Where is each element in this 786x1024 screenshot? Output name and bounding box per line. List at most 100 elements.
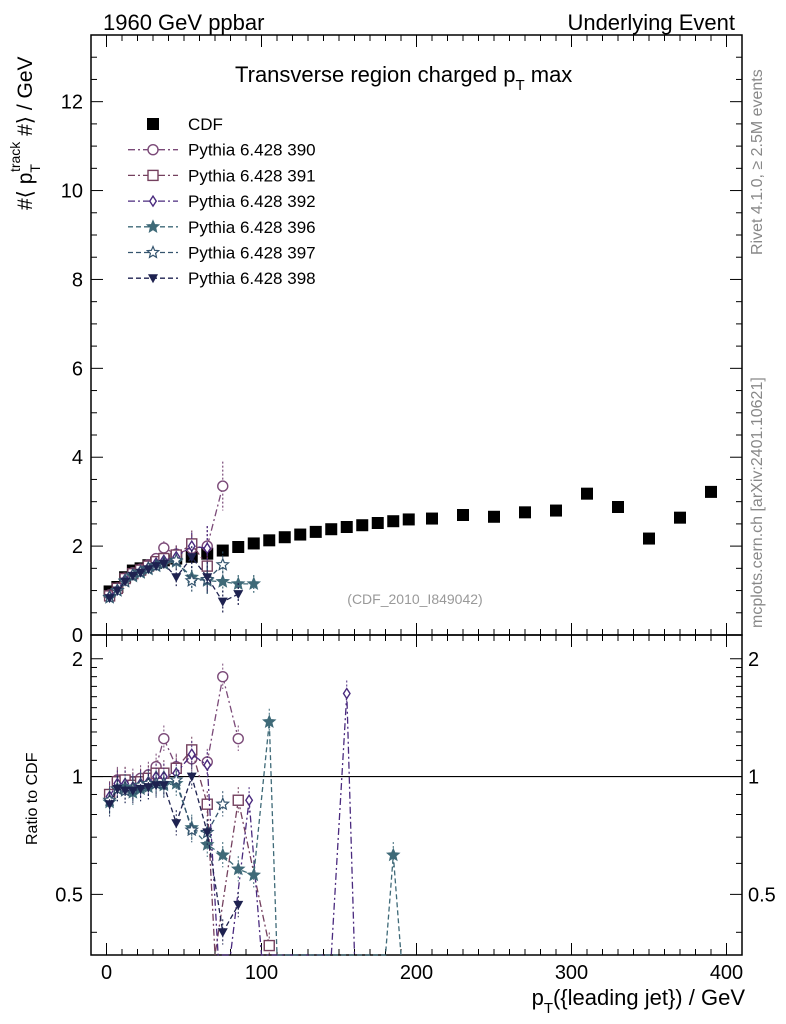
legend-marker xyxy=(147,118,159,130)
ratio-point-p398 xyxy=(104,800,115,810)
data-point-cdf xyxy=(232,541,245,553)
data-point-p398 xyxy=(186,553,197,563)
y-tick-label: 2 xyxy=(72,536,83,558)
ratio-series-group xyxy=(102,663,402,956)
legend-item-p391: Pythia 6.428 391 xyxy=(128,166,316,185)
y-tick-label: 4 xyxy=(72,447,83,469)
rivet-version-label: Rivet 4.1.0, ≥ 2.5M events xyxy=(749,69,766,255)
header-left: 1960 GeV ppbar xyxy=(103,10,264,35)
data-point-p398 xyxy=(127,571,138,581)
chart-title-main: Transverse region charged p xyxy=(235,62,515,87)
legend-marker xyxy=(147,143,159,156)
legend-label: CDF xyxy=(188,115,223,134)
data-point-cdf xyxy=(457,509,469,521)
data-point-p398 xyxy=(151,562,162,572)
mcplots-label: mcplots.cern.ch [arXiv:2401.10621] xyxy=(749,377,766,628)
ratio-point-p398 xyxy=(158,781,169,791)
data-point-cdf xyxy=(247,537,260,550)
chart-title: Transverse region charged pT max xyxy=(235,62,572,94)
ratio-tick-label: 0.5 xyxy=(55,884,83,906)
data-point-cdf xyxy=(278,531,291,544)
ratio-point-p397 xyxy=(168,772,184,787)
legend-marker xyxy=(145,219,161,233)
data-point-p390 xyxy=(158,542,170,554)
ratio-y-axis-label: Ratio to CDF xyxy=(24,752,41,845)
ratio-point-p392 xyxy=(245,793,254,807)
legend-label: Pythia 6.428 392 xyxy=(188,192,316,211)
x-tick-label: 200 xyxy=(400,962,433,984)
ratio-point-p392 xyxy=(203,758,212,772)
ratio-point-p398 xyxy=(143,783,154,793)
ratio-tick-label-right: 2 xyxy=(748,649,759,671)
data-point-p398 xyxy=(120,577,131,587)
ratio-tick-label: 1 xyxy=(72,767,83,789)
legend-item-p398: Pythia 6.428 398 xyxy=(128,269,316,288)
y-tick-label: 12 xyxy=(61,92,83,114)
y-tick-label: 8 xyxy=(72,269,83,291)
ratio-point-p396 xyxy=(230,861,246,876)
x-tick-label: 0 xyxy=(101,962,112,984)
ratio-point-p392 xyxy=(342,687,351,700)
data-point-cdf xyxy=(356,519,369,532)
data-point-p397 xyxy=(215,557,231,571)
y-tick-label: 10 xyxy=(61,181,83,203)
ratio-point-p392 xyxy=(187,748,196,761)
ratio-point-p390 xyxy=(232,732,244,745)
analysis-watermark: (CDF_2010_I849042) xyxy=(347,591,482,607)
data-point-cdf xyxy=(674,511,686,524)
ratio-point-p397 xyxy=(215,796,231,811)
legend-label: Pythia 6.428 391 xyxy=(188,166,316,185)
header-right: Underlying Event xyxy=(567,10,735,35)
data-point-cdf xyxy=(371,517,384,529)
data-point-cdf xyxy=(426,512,438,525)
x-tick-label: 100 xyxy=(245,962,278,984)
legend-item-cdf: CDF xyxy=(147,115,223,134)
ratio-point-p398 xyxy=(233,900,244,910)
x-axis-label: pT({leading jet}) / GeV xyxy=(532,985,746,1017)
ratio-point-p390 xyxy=(158,732,170,745)
legend-marker xyxy=(145,244,161,259)
data-point-cdf xyxy=(294,528,307,541)
x-axis-label-main: p xyxy=(532,985,544,1010)
data-point-cdf xyxy=(581,487,593,500)
data-point-p396 xyxy=(246,576,262,590)
data-point-cdf xyxy=(309,525,322,538)
data-point-cdf xyxy=(643,532,655,545)
ratio-point-p391 xyxy=(263,939,275,952)
legend-label: Pythia 6.428 397 xyxy=(188,244,316,263)
legend-label: Pythia 6.428 396 xyxy=(188,218,316,237)
ratio-point-p396 xyxy=(385,847,401,862)
ratio-point-p398 xyxy=(217,928,228,938)
y-axis-label: #⟨ pTtrack #⟩ / GeV xyxy=(7,56,43,210)
data-point-cdf xyxy=(340,521,353,533)
legend-label: Pythia 6.428 398 xyxy=(188,269,316,288)
ratio-point-p398 xyxy=(135,784,146,794)
data-point-p397 xyxy=(184,573,200,587)
legend-marker xyxy=(148,194,158,208)
ratio-series-p391 xyxy=(103,736,275,956)
x-tick-label: 300 xyxy=(555,962,588,984)
main-series-group xyxy=(102,461,717,613)
ratio-point-p398 xyxy=(186,772,197,782)
ratio-point-p398 xyxy=(202,828,213,838)
ratio-point-p398 xyxy=(171,819,182,829)
ratio-point-p391 xyxy=(201,798,213,810)
data-point-p397 xyxy=(169,552,184,567)
legend-label: Pythia 6.428 390 xyxy=(188,141,316,160)
legend-item-p397: Pythia 6.428 397 xyxy=(128,244,316,263)
data-point-p392 xyxy=(203,542,212,555)
data-point-p398 xyxy=(233,590,244,600)
legend-item-p390: Pythia 6.428 390 xyxy=(128,141,316,160)
data-point-cdf xyxy=(263,534,276,547)
x-tick-label: 400 xyxy=(710,962,743,984)
y-axis-label-sub: T xyxy=(27,164,43,173)
data-point-cdf xyxy=(325,523,338,536)
ratio-tick-label-right: 0.5 xyxy=(748,884,776,906)
data-point-cdf xyxy=(612,501,624,513)
ratio-point-p396 xyxy=(215,847,231,862)
y-tick-label: 6 xyxy=(72,358,83,380)
ratio-plot-frame xyxy=(90,634,743,956)
legend: CDF Pythia 6.428 390 Pythia 6.428 391 Pythi… xyxy=(128,115,316,288)
